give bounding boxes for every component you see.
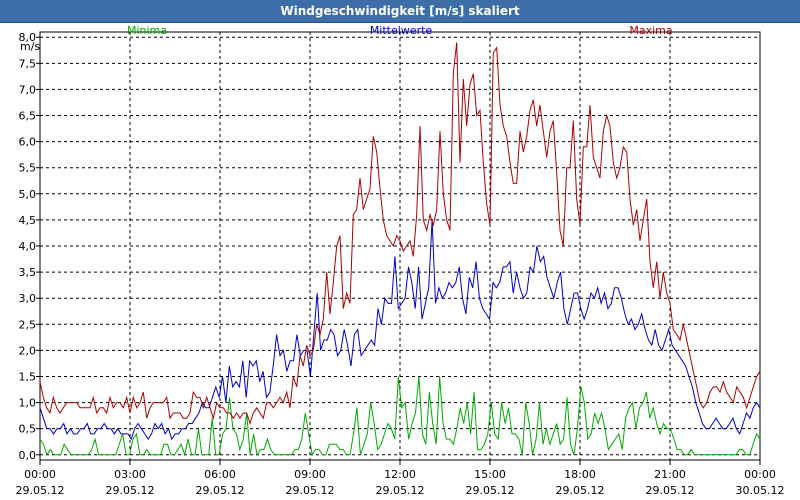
y-tick-label: 8,0 (19, 31, 37, 44)
x-tick-date: 29.05.12 (646, 484, 695, 497)
y-tick-label: 1,0 (19, 397, 37, 410)
y-tick-label: 5,5 (19, 162, 37, 175)
y-tick-label: 5,0 (19, 188, 37, 201)
x-tick-time: 21:00 (654, 468, 686, 481)
legend-minima: Minima (127, 24, 167, 37)
series-line-maxima (39, 42, 761, 426)
x-tick-date: 29.05.12 (286, 484, 335, 497)
y-tick-label: 2,0 (19, 344, 37, 357)
x-tick-date: 29.05.12 (106, 484, 155, 497)
y-axis-label: m/s (20, 40, 40, 53)
chart-title-bar: Windgeschwindigkeit [m/s] skaliert (0, 0, 800, 23)
y-tick-label: 7,0 (19, 83, 37, 96)
y-tick-label: 7,5 (19, 57, 37, 70)
y-tick-label: 3,5 (19, 266, 37, 279)
y-tick-label: 6,5 (19, 110, 37, 123)
y-tick-label: 0,5 (19, 423, 37, 436)
x-tick-time: 15:00 (474, 468, 506, 481)
y-tick-label: 1,5 (19, 370, 37, 383)
x-tick-date: 29.05.12 (556, 484, 605, 497)
x-tick-time: 09:00 (294, 468, 326, 481)
y-tick-label: 2,5 (19, 318, 37, 331)
y-tick-label: 0,0 (19, 449, 37, 462)
x-tick-time: 06:00 (204, 468, 236, 481)
x-tick-date: 29.05.12 (466, 484, 515, 497)
series-line-mittelwerte (39, 219, 761, 441)
chart-title: Windgeschwindigkeit [m/s] skaliert (280, 4, 520, 18)
y-tick-label: 4,5 (19, 214, 37, 227)
x-tick-date: 29.05.12 (196, 484, 245, 497)
x-tick-time: 12:00 (384, 468, 416, 481)
y-tick-label: 3,0 (19, 292, 37, 305)
x-tick-date: 29.05.12 (16, 484, 65, 497)
x-tick-time: 00:00 (24, 468, 56, 481)
x-tick-date: 30.05.12 (736, 484, 785, 497)
legend-mittelwerte: Mittelwerte (370, 24, 433, 37)
x-tick-time: 18:00 (564, 468, 596, 481)
x-tick-date: 29.05.12 (376, 484, 425, 497)
y-tick-label: 4,0 (19, 240, 37, 253)
x-tick-time: 03:00 (114, 468, 146, 481)
x-tick-time: 00:00 (744, 468, 776, 481)
legend-maxima: Maxima (629, 24, 672, 37)
y-tick-label: 6,0 (19, 136, 37, 149)
series-line-minima (39, 376, 761, 457)
